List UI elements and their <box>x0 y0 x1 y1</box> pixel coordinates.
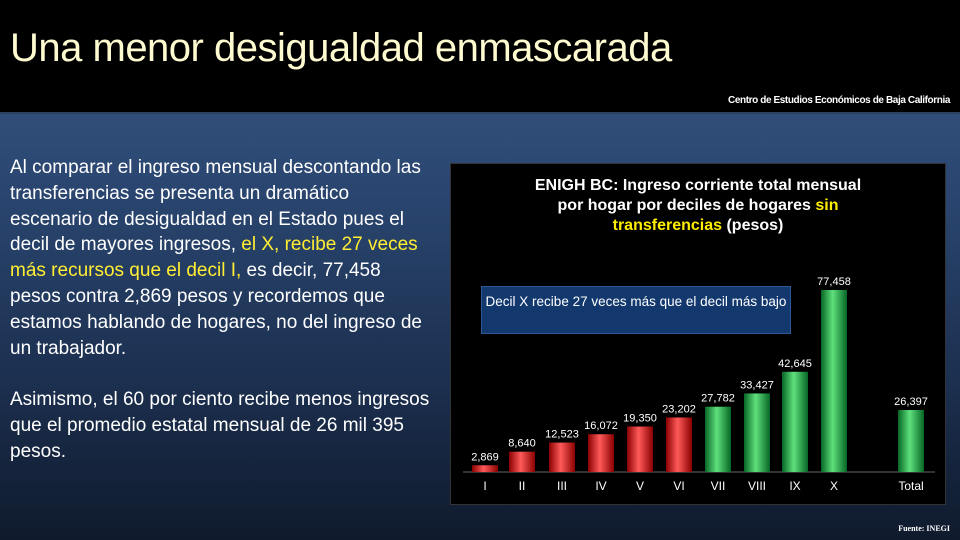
chart-callout: Decil X recibe 27 veces más que el decil… <box>481 286 791 334</box>
chart-title-line-2-highlight: sin <box>815 197 839 214</box>
chart-title-line-2-text: por hogar por deciles de hogares <box>557 197 816 214</box>
bar-total <box>898 409 924 472</box>
tick-label-v: V <box>636 479 644 493</box>
paragraph-2: Asimismo, el 60 por ciento recibe menos … <box>10 389 430 462</box>
value-label-x: 77,458 <box>817 276 851 288</box>
page-title: Una menor desigualdad enmascarada <box>10 26 672 70</box>
bar-chart: 2,869 I 8,640 II 12,523 III 16,072 IV 19,350 V 23,… <box>463 276 935 493</box>
source-footer: Fuente: INEGI <box>898 524 950 533</box>
tick-label-i: I <box>483 479 486 493</box>
body-text: Al comparar el ingreso mensual descontan… <box>10 155 430 465</box>
chart-title-line-1: ENIGH BC: Ingreso corriente total mensua… <box>534 177 862 194</box>
paragraph-1-highlight: el X, recibe 27 veces más recursos que e… <box>10 234 418 282</box>
chart-title: ENIGH BC: Ingreso corriente total mensua… <box>451 176 945 236</box>
header-bar: Una menor desigualdad enmascarada Centro… <box>0 0 960 114</box>
value-label-viii: 33,427 <box>740 379 774 391</box>
tick-label-x: X <box>830 479 838 493</box>
tick-label-iii: III <box>557 479 567 493</box>
bar-iii <box>549 442 575 472</box>
chart-title-line-3: transferencias (pesos) <box>451 216 945 236</box>
paragraph-1-end: es decir, 77,458 pesos contra 2,869 peso… <box>10 260 422 359</box>
tick-label-total: Total <box>898 479 923 493</box>
tick-label-ii: II <box>519 479 526 493</box>
value-label-ix: 42,645 <box>778 358 812 370</box>
tick-label-ix: IX <box>789 479 800 493</box>
chart-title-line-3-text: (pesos) <box>722 217 784 234</box>
chart-panel: ENIGH BC: Ingreso corriente total mensua… <box>450 163 946 505</box>
bar-iv <box>588 434 614 472</box>
bar-i <box>472 465 498 472</box>
value-label-v: 19,350 <box>623 413 657 425</box>
value-label-total: 26,397 <box>894 396 928 408</box>
value-label-vii: 27,782 <box>701 393 735 405</box>
bar-vi <box>666 417 692 472</box>
tick-label-vi: VI <box>673 479 684 493</box>
chart-title-line-2: por hogar por deciles de hogares sin <box>451 196 945 216</box>
bar-ii <box>509 451 535 472</box>
value-label-iv: 16,072 <box>584 420 618 432</box>
tick-label-iv: IV <box>595 479 606 493</box>
bar-v <box>627 426 653 472</box>
bar-ix <box>782 371 808 472</box>
bar-viii <box>744 393 770 472</box>
bar-x <box>821 289 847 472</box>
paragraph-1-start: Al comparar el ingreso mensual descontan… <box>10 157 421 256</box>
tick-label-vii: VII <box>711 479 726 493</box>
value-label-ii: 8,640 <box>508 438 536 450</box>
paragraph-1: Al comparar el ingreso mensual descontan… <box>10 155 430 361</box>
value-label-vi: 23,202 <box>662 403 696 415</box>
chart-title-line-3-highlight: transferencias <box>612 217 723 234</box>
value-label-i: 2,869 <box>471 451 499 463</box>
bar-vii <box>705 406 731 472</box>
value-label-iii: 12,523 <box>545 429 579 441</box>
organization-label: Centro de Estudios Económicos de Baja Ca… <box>728 95 950 106</box>
tick-label-viii: VIII <box>748 479 766 493</box>
